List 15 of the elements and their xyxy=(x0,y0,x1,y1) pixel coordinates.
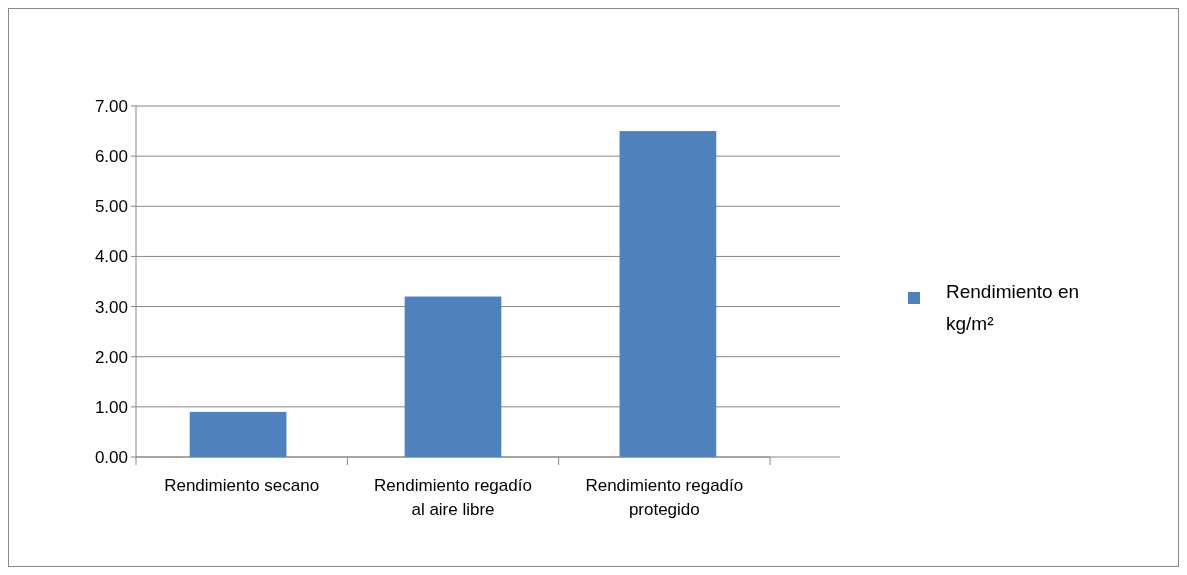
y-tick-label: 0.00 xyxy=(94,447,128,467)
legend-label: Rendimiento en kg/m² xyxy=(946,281,1080,334)
y-tick-label: 5.00 xyxy=(94,197,128,217)
y-tick-label: 3.00 xyxy=(94,297,128,317)
y-tick-label: 2.00 xyxy=(94,347,128,367)
bar xyxy=(404,296,502,457)
x-tick-label: Rendimiento secano xyxy=(164,476,320,495)
bar xyxy=(189,411,287,457)
y-tick-label: 6.00 xyxy=(94,147,128,167)
x-tick-label: Rendimiento regadío al aire libre xyxy=(374,476,532,519)
bar xyxy=(619,131,717,457)
x-tick-label: Rendimiento regadío protegido xyxy=(585,476,744,519)
y-tick-label: 1.00 xyxy=(94,397,128,417)
y-tick-label: 4.00 xyxy=(94,247,128,267)
y-tick-label: 7.00 xyxy=(94,96,128,116)
